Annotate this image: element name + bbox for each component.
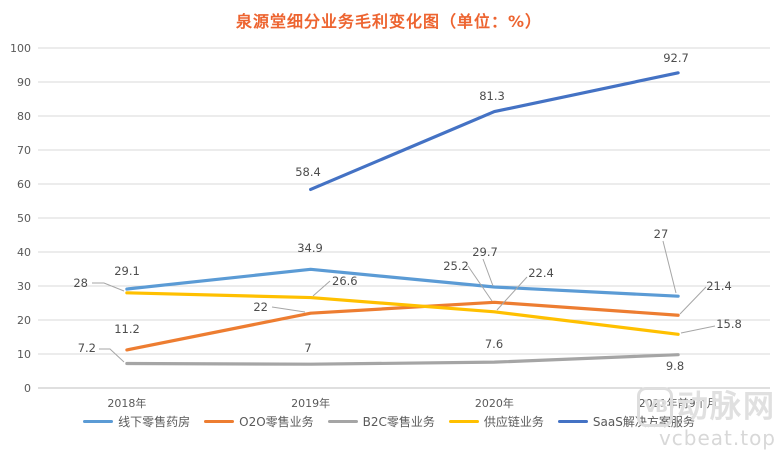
data-label-leader-line [496, 276, 528, 311]
legend-item: B2C零售业务 [327, 413, 435, 430]
x-axis-tick-label: 2018年 [107, 396, 146, 410]
series-line [125, 300, 680, 352]
legend-item: SaaS解决方案服务 [557, 413, 695, 430]
series-line [125, 291, 680, 336]
data-label-leader-line [679, 286, 707, 315]
legend-swatch-icon [557, 420, 588, 423]
legend-swatch-icon [204, 420, 235, 423]
data-label-leader-line [680, 325, 716, 334]
data-label: 9.8 [666, 359, 684, 373]
legend-item: O2O零售业务 [204, 413, 314, 430]
series-line [125, 267, 680, 298]
legend-swatch-icon [448, 420, 479, 423]
data-label: 7.6 [485, 337, 503, 351]
data-label: 29.1 [114, 264, 140, 278]
legend-label: 线下零售药房 [118, 415, 191, 429]
chart-title: 泉源堂细分业务毛利变化图（单位：%） [235, 12, 543, 31]
data-label: 28 [73, 276, 88, 290]
data-label: 15.8 [716, 317, 742, 331]
data-label-leader-line [312, 280, 331, 297]
data-label-leader-line [467, 265, 493, 302]
data-label: 92.7 [663, 51, 689, 65]
legend-swatch-icon [327, 420, 358, 423]
legend-swatch-icon [83, 420, 114, 423]
data-label: 27 [654, 227, 669, 241]
y-axis-tick-label: 0 [24, 382, 31, 395]
data-label: 81.3 [479, 89, 505, 103]
legend-label: B2C零售业务 [362, 415, 435, 429]
y-axis-tick-label: 10 [17, 348, 31, 361]
y-axis-tick-label: 90 [17, 76, 31, 89]
y-axis-tick-label: 60 [17, 178, 31, 191]
y-axis-tick-label: 80 [17, 110, 31, 123]
y-axis-tick-label: 40 [17, 246, 31, 259]
series-line [125, 353, 680, 366]
legend-label: 供应链业务 [483, 415, 544, 429]
x-axis-tick-label: 2021年前9个月 [639, 396, 718, 410]
y-axis-tick-label: 70 [17, 144, 31, 157]
data-label: 21.4 [706, 279, 732, 293]
data-label: 25.2 [443, 259, 469, 273]
data-label: 58.4 [295, 165, 321, 179]
y-axis-tick-label: 30 [17, 280, 31, 293]
data-label: 22.4 [528, 266, 554, 280]
data-label: 7 [304, 341, 311, 355]
chart-legend: 线下零售药房 O2O零售业务 B2C零售业务 供应链业务 SaaS解决方案服务 [0, 413, 778, 430]
data-label: 29.7 [472, 245, 498, 259]
y-axis-tick-label: 100 [10, 42, 31, 55]
legend-item: 线下零售药房 [83, 413, 190, 430]
data-label-leader-line [662, 240, 677, 294]
y-axis-tick-label: 50 [17, 212, 31, 225]
data-label: 34.9 [297, 241, 323, 255]
data-label: 22 [253, 300, 268, 314]
legend-label: SaaS解决方案服务 [592, 415, 695, 429]
data-label: 7.2 [78, 341, 96, 355]
data-label-leader-line [271, 306, 306, 313]
series-line [309, 71, 680, 192]
legend-label: O2O零售业务 [239, 415, 314, 429]
data-label-leader-line [92, 282, 125, 292]
data-label: 11.2 [114, 322, 140, 336]
legend-item: 供应链业务 [448, 413, 544, 430]
data-label: 26.6 [332, 274, 358, 288]
data-label-leader-line [482, 258, 494, 287]
x-axis-tick-label: 2019年 [291, 396, 330, 410]
y-axis-tick-label: 20 [17, 314, 31, 327]
x-axis-tick-label: 2020年 [475, 396, 514, 410]
data-label-leader-line [99, 348, 125, 363]
